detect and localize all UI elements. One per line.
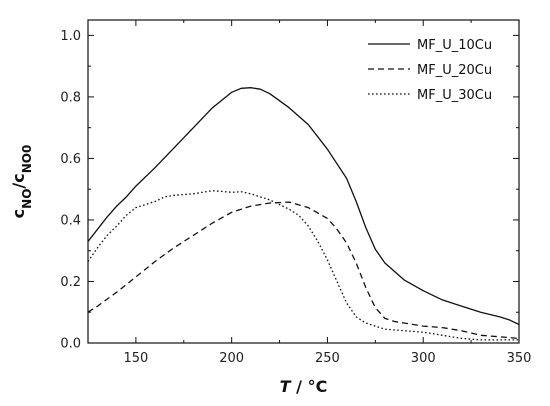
x-tick-label: 150 <box>123 351 148 366</box>
axis-labels: T / °C cNO/cNO0 <box>9 145 327 396</box>
series-line-2 <box>87 201 520 340</box>
x-axis-unit: / °C <box>291 377 328 396</box>
y-tick-label: 0.4 <box>60 213 81 228</box>
y-tick-label: 0.8 <box>60 90 81 105</box>
legend-label-1: MF_U_10Cu <box>417 38 492 53</box>
y-axis-sub2: NO0 <box>20 145 34 174</box>
y-tick-label: 1.0 <box>60 29 81 44</box>
y-tick-label: 0.2 <box>60 275 81 290</box>
y-axis-title: cNO/cNO0 <box>9 145 34 219</box>
y-axis-slash: /c <box>9 173 28 188</box>
x-axis-title: T / °C <box>280 377 328 396</box>
axes: 150 200 250 300 350 0.0 0.2 0.4 0.6 0.8 1.0 <box>60 19 532 366</box>
series-group <box>87 87 520 341</box>
x-tick-label: 200 <box>219 351 244 366</box>
plot-frame <box>87 19 520 344</box>
x-tick-label: 250 <box>315 351 340 366</box>
series-line-3 <box>87 190 519 341</box>
y-tick-label: 0.6 <box>60 152 81 167</box>
x-axis-variable: T <box>280 377 292 396</box>
x-tick-label: 300 <box>411 351 436 366</box>
series-line-1 <box>87 87 520 326</box>
x-tick-label: 350 <box>507 351 532 366</box>
y-tick-label: 0.0 <box>60 337 81 352</box>
y-axis-sub1: NO <box>20 189 34 209</box>
legend-label-2: MF_U_20Cu <box>417 63 492 78</box>
legend-label-3: MF_U_30Cu <box>417 88 492 103</box>
legend: MF_U_10Cu MF_U_20Cu MF_U_30Cu <box>368 38 492 103</box>
y-axis-main: c <box>9 209 28 218</box>
